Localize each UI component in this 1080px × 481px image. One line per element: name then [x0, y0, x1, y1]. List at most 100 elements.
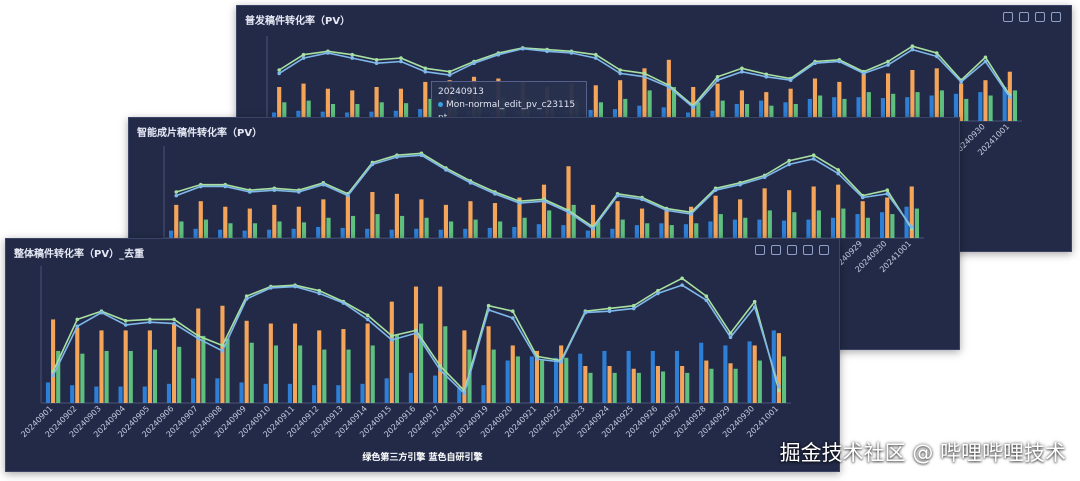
bar: [80, 353, 85, 403]
line-point: [860, 195, 865, 200]
panel-title: 整体稿件转化率（PV）_去重: [14, 249, 145, 260]
bar: [350, 215, 356, 238]
tool[interactable]: [803, 245, 813, 255]
bar: [118, 386, 123, 403]
bar: [70, 385, 75, 403]
bar: [384, 378, 389, 403]
bar: [841, 208, 846, 238]
bar: [242, 230, 247, 238]
line-point: [704, 298, 709, 303]
tool[interactable]: [1035, 12, 1045, 22]
line-point: [618, 71, 622, 76]
bar: [547, 210, 552, 238]
tool[interactable]: [1051, 12, 1061, 22]
bar: [147, 330, 152, 403]
bar: [393, 110, 398, 121]
line-point: [837, 59, 842, 64]
tool[interactable]: [771, 245, 781, 255]
bar: [394, 334, 399, 403]
bar: [596, 221, 601, 238]
bar: [498, 221, 503, 238]
bar: [267, 229, 272, 238]
bar: [104, 350, 109, 403]
tool[interactable]: [755, 245, 765, 255]
bar: [738, 199, 743, 238]
line-point: [777, 388, 781, 393]
bar: [317, 330, 322, 403]
bar: [732, 219, 738, 238]
line-point: [691, 105, 696, 110]
line-point: [836, 171, 840, 176]
bar: [301, 83, 306, 121]
bar: [218, 229, 223, 238]
bar: [934, 68, 939, 121]
bar: [365, 323, 370, 403]
line-point: [399, 56, 403, 60]
line-point: [642, 75, 647, 79]
tool[interactable]: [787, 245, 797, 255]
bar: [865, 217, 870, 238]
line-point: [395, 155, 399, 159]
tool[interactable]: [819, 245, 829, 255]
bar: [277, 221, 282, 238]
line-point: [680, 276, 684, 281]
bar: [424, 217, 429, 238]
bar: [607, 366, 612, 403]
bar: [56, 350, 61, 403]
bar: [685, 112, 691, 121]
tool[interactable]: [1019, 12, 1029, 22]
line-point: [983, 55, 988, 60]
bar: [325, 88, 330, 121]
line-point: [885, 188, 890, 192]
line-point: [248, 190, 252, 194]
bar: [196, 308, 201, 403]
bar: [612, 109, 618, 121]
bar: [369, 111, 374, 121]
bar: [438, 286, 443, 403]
line-point: [301, 56, 306, 60]
bar: [517, 197, 522, 238]
bar: [316, 226, 321, 238]
bar: [664, 210, 669, 238]
line-point: [680, 283, 684, 287]
bar: [939, 90, 944, 121]
line-point: [959, 80, 963, 84]
line-point: [269, 286, 273, 290]
tool[interactable]: [1003, 12, 1013, 22]
line-point: [618, 68, 622, 72]
bar: [346, 349, 351, 403]
bar: [720, 100, 725, 121]
line-point: [321, 182, 326, 187]
line-point: [51, 373, 55, 378]
bar: [559, 345, 564, 403]
bar: [708, 221, 713, 238]
bar: [345, 195, 350, 238]
line-point: [196, 334, 201, 338]
line-point: [370, 162, 375, 167]
bar: [536, 224, 541, 238]
bar: [590, 204, 596, 238]
bar: [792, 212, 797, 238]
bar: [669, 225, 674, 238]
bar: [322, 349, 327, 403]
line-point: [607, 309, 612, 314]
bar: [271, 112, 277, 121]
line-point: [174, 193, 179, 198]
line-point: [607, 306, 612, 311]
bar: [298, 345, 303, 403]
bar: [666, 59, 671, 121]
bar: [529, 356, 534, 403]
line-point: [740, 66, 744, 71]
bar: [166, 383, 172, 403]
bar: [615, 201, 620, 238]
chart: 2024090120240902202409032024090420240905…: [19, 266, 791, 439]
bar: [757, 360, 762, 403]
bar: [631, 368, 636, 403]
bar: [320, 111, 325, 121]
bar: [830, 217, 836, 238]
line-point: [277, 68, 281, 72]
line-point: [713, 188, 718, 192]
bar: [837, 81, 842, 121]
line-point: [787, 162, 791, 167]
line-point: [615, 193, 620, 198]
